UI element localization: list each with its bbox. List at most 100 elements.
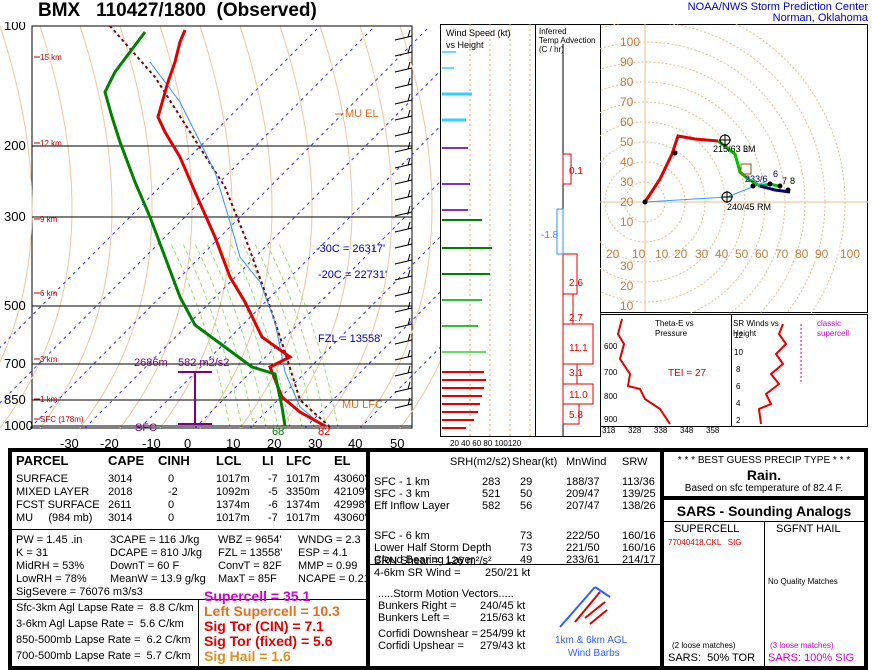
temp-tick-label: 10: [226, 436, 240, 450]
svg-text:4: 4: [736, 399, 741, 408]
svg-text:Height: Height: [733, 329, 757, 338]
svg-text:0.1: 0.1: [569, 166, 583, 177]
pressure-label: 700: [4, 356, 26, 371]
height-label: 6 km: [40, 289, 58, 298]
temp-tick-label: -30: [60, 436, 79, 450]
temp-tick-label: -10: [142, 436, 161, 450]
svg-text:Wind Speed (kt): Wind Speed (kt): [446, 28, 511, 38]
svg-text:800: 800: [604, 392, 618, 401]
svg-text:12: 12: [734, 331, 743, 340]
svg-text:2.7: 2.7: [569, 313, 583, 324]
svg-text:20: 20: [620, 195, 634, 209]
height-label: SFC (178m): [40, 415, 84, 424]
bottom-panels: PARCEL CAPE CINH LCL LI LFC EL SURFACE 30…: [8, 448, 868, 670]
svg-text:2.6: 2.6: [569, 278, 583, 289]
mu-el-label: MU EL: [345, 108, 379, 120]
svg-text:90: 90: [815, 247, 829, 261]
precip-type-panel: * * * BEST GUESS PRECIP TYPE * * * Rain.…: [664, 452, 864, 496]
svg-text:100: 100: [620, 35, 640, 49]
svg-text:11.1: 11.1: [569, 343, 588, 354]
svg-text:11.0: 11.0: [569, 390, 588, 401]
temp-tick-label: -20: [100, 436, 119, 450]
org-label: NOAA/NWS Storm Prediction Center Norman, …: [687, 1, 868, 24]
height-label: 9 km: [40, 215, 58, 224]
eff-srh-label: 582 m2/s2: [178, 357, 229, 369]
svg-text:20: 20: [674, 247, 688, 261]
svg-text:700: 700: [604, 368, 618, 377]
height-label: 3 km: [40, 355, 58, 364]
theta-e-panel: Theta-E vs Pressure TEI = 27 600 700 800…: [600, 314, 732, 434]
temp-advection-panel: Inferred Temp Advection (C / hr) 0.1 -1.…: [535, 24, 601, 437]
svg-text:80: 80: [620, 75, 634, 89]
barb-icon: [559, 586, 611, 628]
svg-text:3: 3: [743, 144, 748, 154]
svg-text:240/45 RM: 240/45 RM: [727, 202, 771, 212]
svg-text:2: 2: [736, 416, 741, 425]
svg-text:318: 318: [602, 426, 616, 434]
sfc-temp: 82: [318, 426, 330, 438]
parcel-panel: PARCEL CAPE CINH LCL LI LFC EL SURFACE 30…: [12, 452, 366, 666]
svg-text:328: 328: [628, 426, 642, 434]
pressure-label: 200: [4, 138, 26, 153]
svg-text:6: 6: [773, 169, 778, 179]
svg-text:30: 30: [695, 247, 709, 261]
svg-text:-1.8: -1.8: [541, 230, 559, 241]
svg-text:Theta-E vs: Theta-E vs: [655, 319, 694, 328]
dewpoint-trace: [103, 31, 287, 427]
svg-text:30: 30: [620, 175, 634, 189]
height-label: 12 km: [40, 139, 62, 148]
svg-text:(C / hr): (C / hr): [539, 45, 564, 54]
svg-text:40: 40: [620, 155, 634, 169]
svg-text:900: 900: [604, 415, 618, 424]
sfc-dewpoint: 68: [272, 426, 284, 438]
svg-text:Pressure: Pressure: [655, 329, 688, 338]
pressure-label: 1000: [4, 418, 33, 433]
svg-text:338: 338: [654, 426, 668, 434]
svg-text:8: 8: [790, 176, 795, 186]
svg-text:TEI = 27: TEI = 27: [668, 368, 707, 379]
svg-text:3.1: 3.1: [569, 368, 583, 379]
svg-text:Inferred: Inferred: [539, 27, 567, 36]
parcel-trace: [109, 25, 331, 428]
svg-text:classic: classic: [817, 319, 841, 328]
sars-panel: SARS - Sounding Analogs SUPERCELL SGFNT …: [664, 500, 864, 666]
pressure-label: 100: [4, 22, 26, 33]
svg-text:348: 348: [680, 426, 694, 434]
svg-text:90: 90: [620, 55, 634, 69]
svg-text:215/63 LM: 215/63 LM: [713, 144, 756, 154]
svg-text:60: 60: [620, 115, 634, 129]
svg-text:20: 20: [620, 279, 634, 293]
svg-text:10: 10: [655, 247, 669, 261]
eff-top-label: 2686m: [134, 357, 168, 369]
svg-text:70: 70: [775, 247, 789, 261]
svg-text:80: 80: [795, 247, 809, 261]
svg-text:358: 358: [706, 426, 720, 434]
sounding-title: BMX 110427/1800 (Observed): [38, 0, 317, 21]
fzl-label: FZL = 13558': [318, 333, 382, 345]
svg-text:100: 100: [840, 247, 860, 261]
svg-text:10: 10: [632, 247, 646, 261]
svg-text:50: 50: [620, 135, 634, 149]
sfc-label: SFC: [135, 422, 157, 434]
mu-lfc-label: MU LFC: [342, 399, 383, 411]
pressure-label: 300: [4, 209, 26, 224]
svg-text:5.8: 5.8: [569, 410, 583, 421]
svg-text:supercell: supercell: [817, 329, 849, 338]
svg-text:10: 10: [620, 215, 634, 229]
temp-tick-label: 50: [390, 436, 404, 450]
svg-text:10: 10: [734, 348, 743, 357]
sr-winds-panel: SR Winds vs Height classic supercell 12 …: [731, 314, 868, 427]
svg-text:10: 10: [620, 299, 634, 313]
svg-text:SR Winds vs: SR Winds vs: [733, 319, 779, 328]
kinematic-panel: SRH(m2/s2) Shear(kt) MnWind SRW SFC - 1 …: [370, 452, 660, 666]
temp-tick-label: 30: [308, 436, 322, 450]
svg-text:600: 600: [604, 342, 618, 351]
pressure-label: 850: [4, 392, 26, 407]
svg-text:50: 50: [735, 247, 749, 261]
temp-tick-label: 0: [184, 436, 191, 450]
svg-text:20: 20: [606, 247, 620, 261]
pressure-label: 500: [4, 298, 26, 313]
m20-label: -20C = 22731': [318, 269, 387, 281]
